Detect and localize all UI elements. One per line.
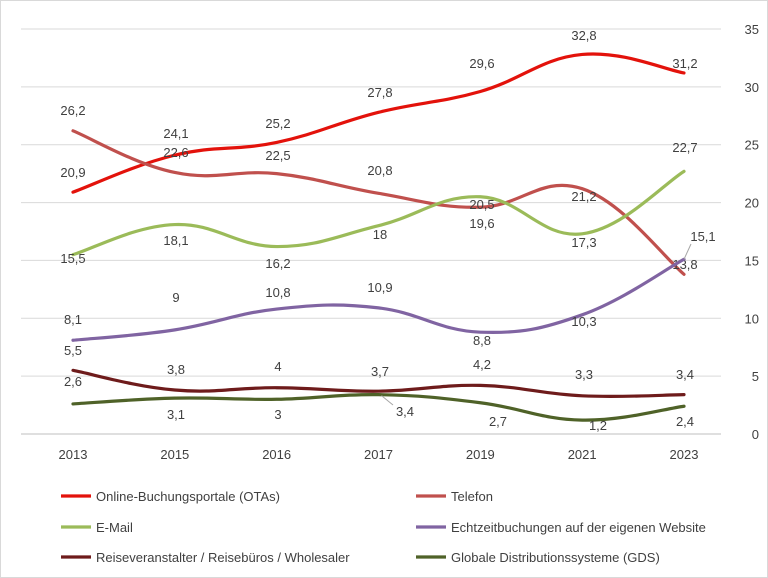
x-tick-label: 2017	[364, 447, 393, 462]
data-label: 4	[274, 359, 281, 374]
legend-label: Globale Distributionssysteme (GDS)	[451, 550, 660, 565]
data-label: 29,6	[469, 56, 494, 71]
data-label: 10,9	[367, 280, 392, 295]
data-label: 3,8	[167, 362, 185, 377]
data-label: 20,8	[367, 163, 392, 178]
data-label: 3,4	[396, 404, 414, 419]
y-tick-label: 30	[745, 80, 759, 95]
data-label: 25,2	[265, 116, 290, 131]
data-label: 19,6	[469, 216, 494, 231]
data-label: 4,2	[473, 357, 491, 372]
legend-item: Telefon	[416, 489, 493, 504]
data-label: 32,8	[571, 28, 596, 43]
data-label: 8,1	[64, 312, 82, 327]
y-tick-label: 35	[745, 22, 759, 37]
data-label: 24,1	[163, 126, 188, 141]
data-label: 21,2	[571, 189, 596, 204]
legend-item: E-Mail	[61, 520, 133, 535]
series-line-0	[71, 52, 686, 194]
legend-item: Reiseveranstalter / Reisebüros / Wholesa…	[61, 550, 350, 565]
data-label: 26,2	[60, 103, 85, 118]
data-label: 18	[373, 227, 387, 242]
x-tick-label: 2019	[466, 447, 495, 462]
data-label: 5,5	[64, 343, 82, 358]
y-tick-label: 0	[752, 427, 759, 442]
series-line-1	[71, 129, 686, 276]
leader-line	[381, 395, 394, 406]
data-label: 2,6	[64, 374, 82, 389]
data-label: 31,2	[672, 56, 697, 71]
data-label: 9	[172, 290, 179, 305]
legend-label: E-Mail	[96, 520, 133, 535]
data-label: 3,7	[371, 364, 389, 379]
data-label: 3,1	[167, 407, 185, 422]
x-tick-label: 2021	[568, 447, 597, 462]
series-line-3	[71, 257, 686, 342]
data-label: 16,2	[265, 256, 290, 271]
y-tick-label: 25	[745, 138, 759, 153]
x-tick-label: 2016	[262, 447, 291, 462]
data-label: 3,3	[575, 367, 593, 382]
data-label: 10,8	[265, 285, 290, 300]
y-tick-label: 15	[745, 253, 759, 268]
x-tick-label: 2023	[670, 447, 699, 462]
data-label: 27,8	[367, 85, 392, 100]
leader-line	[683, 243, 692, 260]
data-label: 20,9	[60, 165, 85, 180]
legend-label: Reiseveranstalter / Reisebüros / Wholesa…	[96, 550, 350, 565]
data-label: 22,5	[265, 148, 290, 163]
series-line-5	[71, 392, 686, 422]
data-label: 15,1	[690, 229, 715, 244]
legend-item: Echtzeitbuchungen auf der eigenen Websit…	[416, 520, 706, 535]
legend-item: Online-Buchungsportale (OTAs)	[61, 489, 280, 504]
data-label: 10,3	[571, 314, 596, 329]
data-label: 3,4	[676, 367, 694, 382]
y-tick-label: 5	[752, 369, 759, 384]
data-label: 22,6	[163, 145, 188, 160]
x-tick-label: 2013	[59, 447, 88, 462]
data-label: 3	[274, 407, 281, 422]
legend-label: Telefon	[451, 489, 493, 504]
data-label: 15,5	[60, 251, 85, 266]
legend-item: Globale Distributionssysteme (GDS)	[416, 550, 660, 565]
y-tick-label: 20	[745, 196, 759, 211]
data-label: 8,8	[473, 333, 491, 348]
series-line-2	[71, 169, 686, 257]
y-tick-label: 10	[745, 311, 759, 326]
data-label: 2,7	[489, 414, 507, 429]
series-line-4	[71, 368, 686, 399]
data-label: 17,3	[571, 235, 596, 250]
data-label: 18,1	[163, 233, 188, 248]
legend-label: Echtzeitbuchungen auf der eigenen Websit…	[451, 520, 706, 535]
data-label: 22,7	[672, 140, 697, 155]
data-label: 20,5	[469, 197, 494, 212]
data-label: 1,2	[589, 418, 607, 433]
data-label: 2,4	[676, 414, 694, 429]
legend-label: Online-Buchungsportale (OTAs)	[96, 489, 280, 504]
x-tick-label: 2015	[160, 447, 189, 462]
